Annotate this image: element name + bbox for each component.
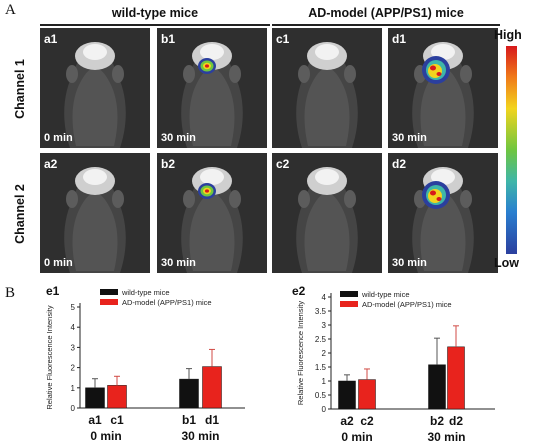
panel-id-a1: a1	[44, 32, 58, 46]
category-label-d1: d1	[205, 413, 219, 427]
group-label: 30 min	[427, 430, 465, 444]
bar-b2	[428, 364, 446, 410]
category-label-a1: a1	[88, 413, 102, 427]
bar-a1	[85, 387, 105, 409]
mouse-image-c2: c2	[272, 153, 382, 273]
chart-title: e2	[292, 284, 306, 298]
mouse-image-b1: b1 30 min	[157, 28, 267, 148]
panel-time-d1: 30 min	[392, 132, 427, 144]
y-tick-label: 2	[71, 364, 76, 373]
panel-label-a: A	[5, 2, 16, 18]
category-label-a2: a2	[340, 414, 354, 428]
panel-id-b2: b2	[161, 157, 176, 171]
y-axis-label: Relative Fluorescence Intensity	[45, 305, 54, 409]
y-tick-label: 4	[71, 323, 76, 332]
category-label-d2: d2	[449, 414, 463, 428]
legend-swatch	[100, 289, 118, 295]
panel-id-c2: c2	[276, 157, 290, 171]
category-label-b2: b2	[430, 414, 444, 428]
chart-title: e1	[46, 284, 60, 298]
panel-time-a2: 0 min	[44, 257, 73, 269]
y-tick-label: 2	[322, 349, 327, 358]
y-tick-label: 3	[71, 343, 76, 352]
panel-time-d2: 30 min	[392, 257, 427, 269]
group-underline-ad-model	[272, 24, 500, 26]
bar-d1	[202, 366, 222, 409]
colorbar-gradient	[506, 46, 517, 254]
y-tick-label: 5	[71, 303, 76, 312]
group-title-wild-type: wild-type mice	[111, 6, 199, 20]
colorbar-low-label: Low	[494, 256, 519, 270]
group-label: 0 min	[90, 429, 121, 443]
bar-b1	[179, 378, 199, 409]
panel-label-b: B	[5, 285, 16, 301]
y-tick-label: 1	[322, 377, 327, 386]
bar-a2	[338, 380, 356, 410]
channel-1-label: Channel 1	[13, 59, 27, 119]
panel-time-b2: 30 min	[161, 257, 196, 269]
mouse-image-b2: b2 30 min	[157, 153, 267, 273]
channel-2-label: Channel 2	[13, 184, 27, 244]
mouse-image-a2: a2 0 min	[40, 153, 150, 273]
colorbar-high-label: High	[494, 28, 522, 42]
y-tick-label: 0.5	[315, 391, 327, 400]
panel-id-c1: c1	[276, 32, 290, 46]
legend-label: AD-model (APP/PS1) mice	[362, 300, 452, 309]
panel-id-b1: b1	[161, 32, 176, 46]
y-tick-label: 4	[322, 293, 327, 302]
panel-id-a2: a2	[44, 157, 58, 171]
mouse-image-c1: c1	[272, 28, 382, 148]
y-tick-label: 1.5	[315, 363, 327, 372]
group-label: 0 min	[341, 430, 372, 444]
legend-swatch	[100, 299, 118, 305]
y-axis-label: Relative Fluorescence Intensity	[296, 301, 305, 405]
legend-label: wild-type mice	[361, 290, 410, 299]
y-tick-label: 3	[322, 321, 327, 330]
panel-time-a1: 0 min	[44, 132, 73, 144]
chart-e2: e2 Relative Fluorescence Intensity 0 0.5 1 1.…	[292, 284, 495, 444]
category-label-c2: c2	[360, 414, 374, 428]
panel-id-d1: d1	[392, 32, 407, 46]
category-label-c1: c1	[110, 413, 124, 427]
panel-id-d2: d2	[392, 157, 407, 171]
group-underline-wild-type	[40, 24, 270, 26]
chart-e1: e1 Relative Fluorescence Intensity 0 1 2 3 4 5 w…	[45, 284, 245, 443]
panel-time-b1: 30 min	[161, 132, 196, 144]
bar-c2	[358, 379, 376, 410]
category-label-b1: b1	[182, 413, 196, 427]
legend-label: AD-model (APP/PS1) mice	[122, 298, 212, 307]
y-tick-label: 3.5	[315, 307, 327, 316]
bar-d2	[447, 346, 465, 410]
group-label: 30 min	[181, 429, 219, 443]
y-tick-label: 1	[71, 384, 76, 393]
mouse-image-a1: a1 0 min	[40, 28, 150, 148]
y-tick-label: 0	[71, 404, 76, 413]
group-title-ad-model: AD-model (APP/PS1) mice	[308, 6, 464, 20]
bar-c1	[107, 385, 127, 409]
y-tick-label: 2.5	[315, 335, 327, 344]
legend-swatch	[340, 291, 358, 297]
legend-swatch	[340, 301, 358, 307]
y-tick-label: 0	[322, 405, 327, 414]
mouse-image-d2: d2 30 min	[388, 153, 498, 273]
mouse-image-d1: d1 30 min	[388, 28, 498, 148]
legend-label: wild-type mice	[121, 288, 170, 297]
